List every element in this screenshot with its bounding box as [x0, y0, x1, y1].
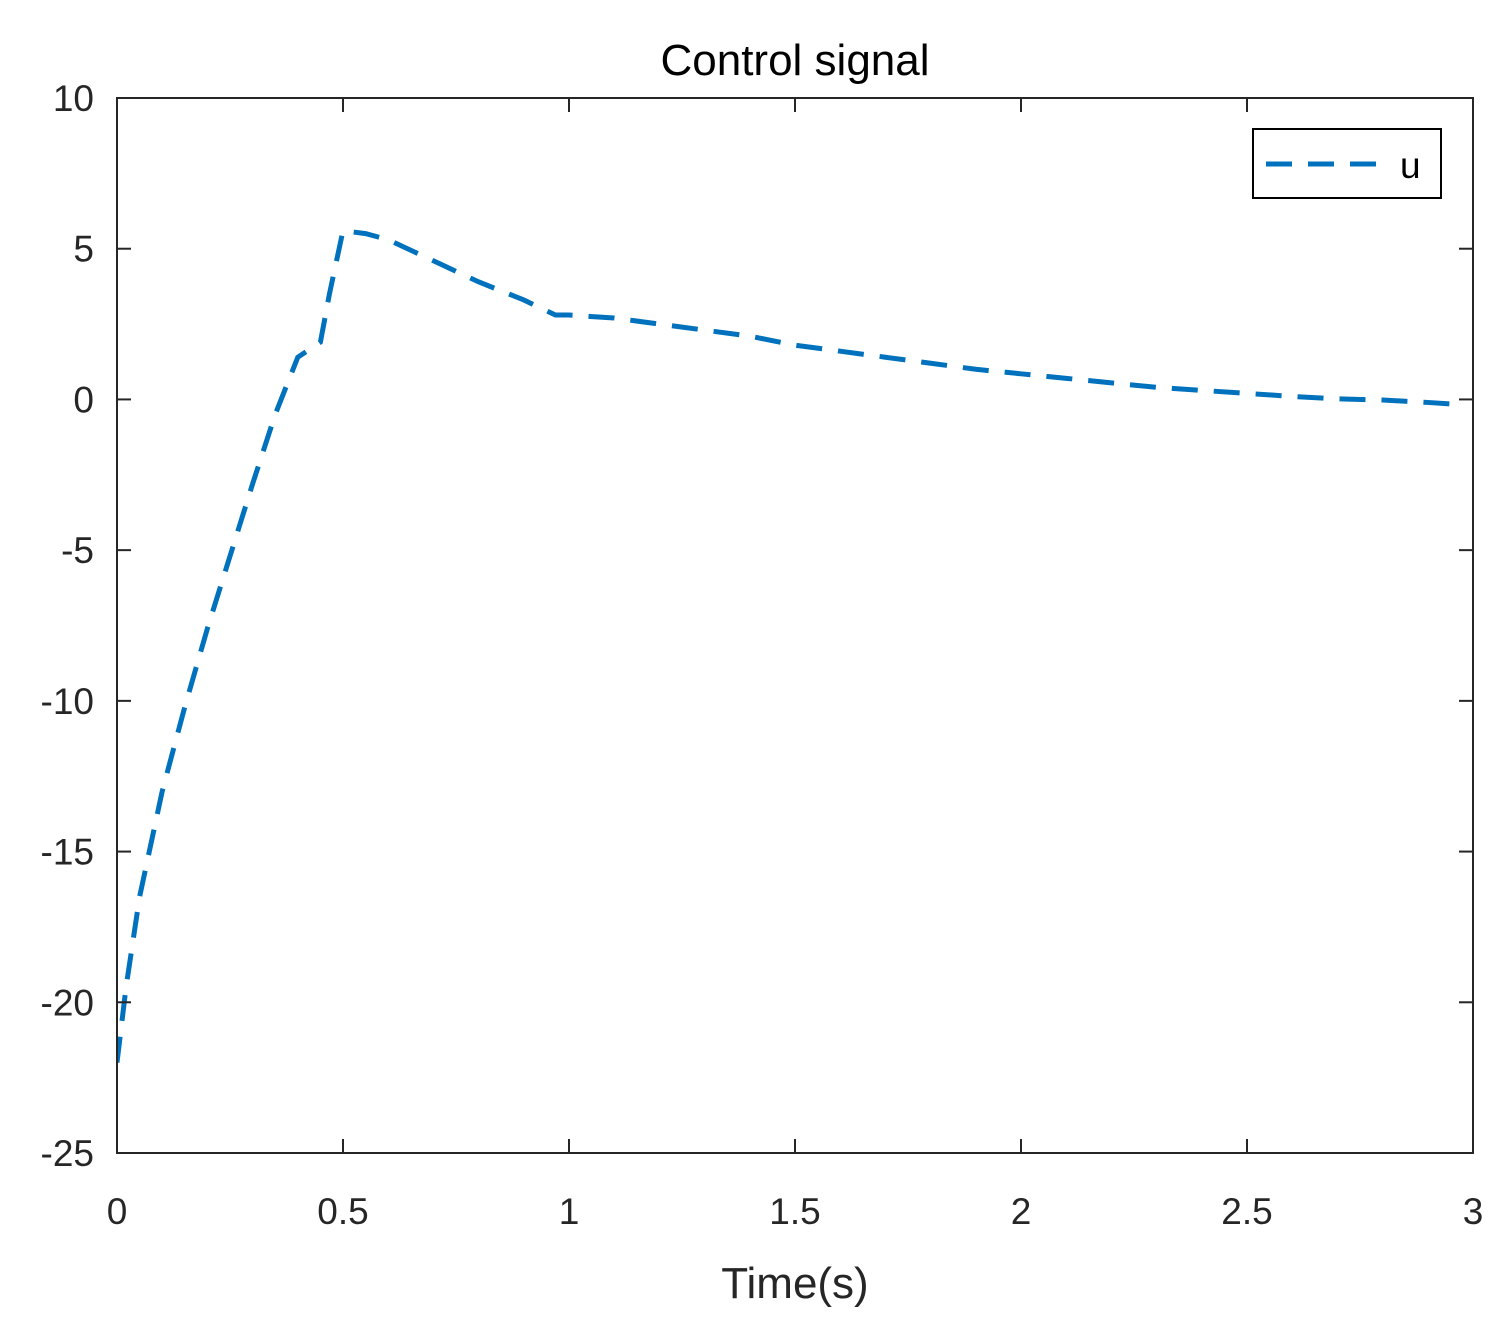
x-tick-label: 1.5 — [769, 1191, 820, 1232]
x-tick-label: 1 — [559, 1191, 580, 1232]
y-tick-label: 0 — [73, 379, 94, 420]
x-tick-label: 2 — [1011, 1191, 1032, 1232]
y-tick-label: -5 — [61, 530, 94, 571]
x-tick-label: 2.5 — [1221, 1191, 1272, 1232]
y-tick-label: -20 — [41, 982, 94, 1023]
y-tick-label: 10 — [53, 78, 94, 119]
y-tick-label: -10 — [41, 681, 94, 722]
legend: u — [1252, 128, 1442, 199]
series-line-u — [117, 227, 1451, 1063]
x-tick-label: 3 — [1463, 1191, 1484, 1232]
chart-title: Control signal — [660, 36, 929, 85]
y-tick-label: -25 — [41, 1133, 94, 1174]
x-axis-title: Time(s) — [721, 1259, 868, 1308]
legend-label-u: u — [1400, 145, 1421, 186]
x-tick-label: 0 — [107, 1191, 128, 1232]
x-tick-label: 0.5 — [317, 1191, 368, 1232]
y-tick-label: -15 — [41, 832, 94, 873]
y-tick-label: 5 — [73, 229, 94, 270]
